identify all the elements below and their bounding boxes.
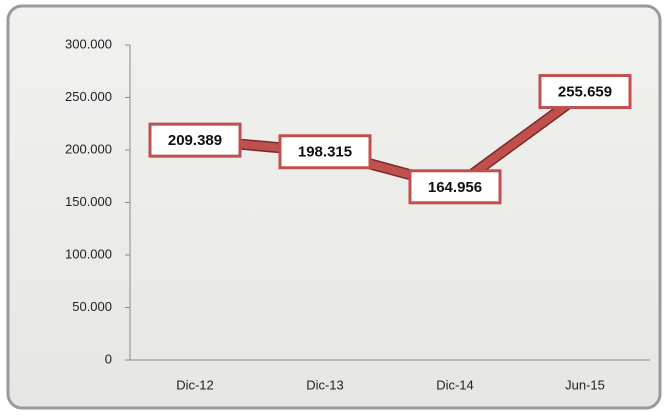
data-label: 255.659 <box>558 84 612 101</box>
x-tick-label: Jun-15 <box>565 377 605 392</box>
y-tick-label: 250.000 <box>65 89 112 104</box>
line <box>194 88 588 191</box>
data-label-box <box>538 74 632 110</box>
data-label-box <box>278 134 372 170</box>
y-tick-label: 100.000 <box>65 246 112 261</box>
y-tick-label: 200.000 <box>65 141 112 156</box>
data-label: 198.315 <box>298 144 352 161</box>
x-tick-label: Dic-13 <box>306 377 344 392</box>
y-tick-label: 150.000 <box>65 194 112 209</box>
data-label: 209.389 <box>168 132 222 149</box>
y-tick-label: 0 <box>105 351 112 366</box>
data-label-box <box>408 169 502 205</box>
y-tick-label: 50.000 <box>72 299 112 314</box>
x-tick-label: Dic-14 <box>436 377 474 392</box>
data-label: 164.956 <box>428 179 482 196</box>
data-label-box <box>148 122 242 158</box>
chart-frame <box>6 4 662 410</box>
x-tick-label: Dic-12 <box>176 377 214 392</box>
y-tick-label: 300.000 <box>65 36 112 51</box>
